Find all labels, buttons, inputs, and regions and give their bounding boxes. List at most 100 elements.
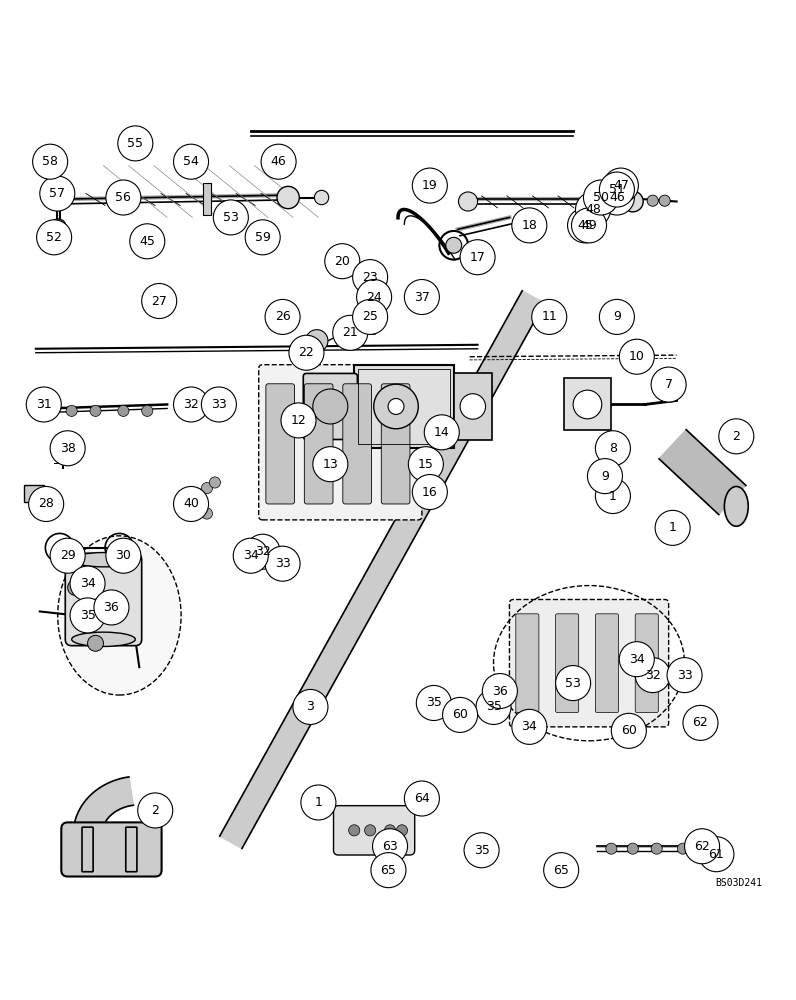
Text: 60: 60 (621, 724, 637, 737)
Text: 10: 10 (629, 350, 645, 363)
Circle shape (33, 144, 68, 179)
Circle shape (192, 488, 203, 499)
Circle shape (446, 237, 462, 253)
Circle shape (142, 405, 153, 416)
Text: 53: 53 (223, 211, 239, 224)
Circle shape (26, 387, 61, 422)
Circle shape (261, 144, 296, 179)
Text: 34: 34 (629, 653, 645, 666)
Text: 40: 40 (183, 497, 199, 510)
Text: 57: 57 (49, 187, 65, 200)
Circle shape (373, 829, 408, 864)
Circle shape (90, 405, 101, 416)
Text: 14: 14 (434, 426, 450, 439)
Text: 3: 3 (306, 700, 314, 713)
Circle shape (230, 213, 240, 222)
Circle shape (384, 825, 396, 836)
Text: 38: 38 (60, 442, 76, 455)
Text: 48: 48 (585, 203, 601, 216)
Circle shape (424, 415, 459, 450)
FancyBboxPatch shape (303, 373, 357, 440)
Circle shape (70, 566, 105, 601)
Text: 25: 25 (362, 310, 378, 323)
Circle shape (192, 502, 203, 514)
Text: 22: 22 (298, 346, 314, 359)
Circle shape (70, 598, 105, 633)
Circle shape (358, 305, 374, 321)
Circle shape (619, 339, 654, 374)
Circle shape (476, 689, 511, 724)
Text: 1: 1 (609, 490, 617, 503)
Circle shape (396, 825, 408, 836)
Circle shape (458, 192, 478, 211)
Circle shape (365, 825, 376, 836)
Text: 32: 32 (255, 545, 271, 558)
FancyBboxPatch shape (259, 365, 422, 520)
FancyBboxPatch shape (355, 317, 376, 334)
Circle shape (201, 508, 213, 519)
Text: 27: 27 (151, 295, 167, 308)
Text: 34: 34 (80, 577, 96, 590)
Circle shape (50, 431, 85, 466)
Circle shape (512, 709, 547, 744)
Polygon shape (73, 777, 134, 843)
Circle shape (138, 793, 173, 828)
Text: BS03D241: BS03D241 (716, 878, 763, 888)
FancyBboxPatch shape (635, 614, 658, 713)
Circle shape (314, 190, 329, 205)
FancyBboxPatch shape (46, 190, 68, 204)
Text: 61: 61 (708, 848, 724, 861)
Circle shape (651, 367, 686, 402)
Text: 62: 62 (693, 716, 708, 729)
Text: 32: 32 (183, 398, 199, 411)
Circle shape (647, 195, 658, 206)
Text: 23: 23 (362, 271, 378, 284)
Circle shape (482, 674, 517, 709)
Circle shape (677, 843, 689, 854)
Circle shape (606, 843, 617, 854)
Text: 35: 35 (474, 844, 490, 857)
Text: 35: 35 (426, 696, 442, 709)
Text: 21: 21 (342, 326, 358, 339)
Text: 19: 19 (422, 179, 438, 192)
Circle shape (118, 405, 129, 416)
Text: 35: 35 (80, 609, 96, 622)
FancyBboxPatch shape (334, 806, 415, 855)
Text: 56: 56 (115, 191, 131, 204)
Circle shape (40, 176, 75, 211)
FancyBboxPatch shape (556, 614, 579, 713)
Circle shape (88, 635, 103, 651)
Circle shape (50, 219, 66, 235)
Circle shape (556, 666, 591, 701)
Circle shape (106, 538, 141, 573)
Text: 50: 50 (593, 191, 609, 204)
Circle shape (599, 299, 634, 334)
Circle shape (595, 431, 630, 466)
Circle shape (460, 240, 495, 275)
Text: 54: 54 (183, 155, 199, 168)
Circle shape (72, 603, 88, 619)
Circle shape (313, 447, 348, 482)
Text: 53: 53 (565, 677, 581, 690)
Text: 65: 65 (380, 864, 396, 877)
Circle shape (357, 280, 392, 315)
Circle shape (245, 220, 280, 255)
Circle shape (611, 713, 646, 748)
Circle shape (659, 195, 670, 206)
Circle shape (408, 447, 443, 482)
Circle shape (353, 299, 388, 334)
Circle shape (699, 837, 734, 872)
Text: 2: 2 (151, 804, 159, 817)
Circle shape (209, 477, 220, 488)
FancyBboxPatch shape (343, 384, 372, 504)
Circle shape (599, 180, 634, 215)
Text: 32: 32 (645, 669, 661, 682)
Text: 1: 1 (669, 521, 677, 534)
Circle shape (29, 486, 64, 521)
Text: 11: 11 (541, 310, 557, 323)
Circle shape (583, 180, 618, 215)
Text: 20: 20 (334, 255, 350, 268)
Text: 33: 33 (275, 557, 291, 570)
FancyBboxPatch shape (516, 614, 539, 713)
Text: 18: 18 (521, 219, 537, 232)
